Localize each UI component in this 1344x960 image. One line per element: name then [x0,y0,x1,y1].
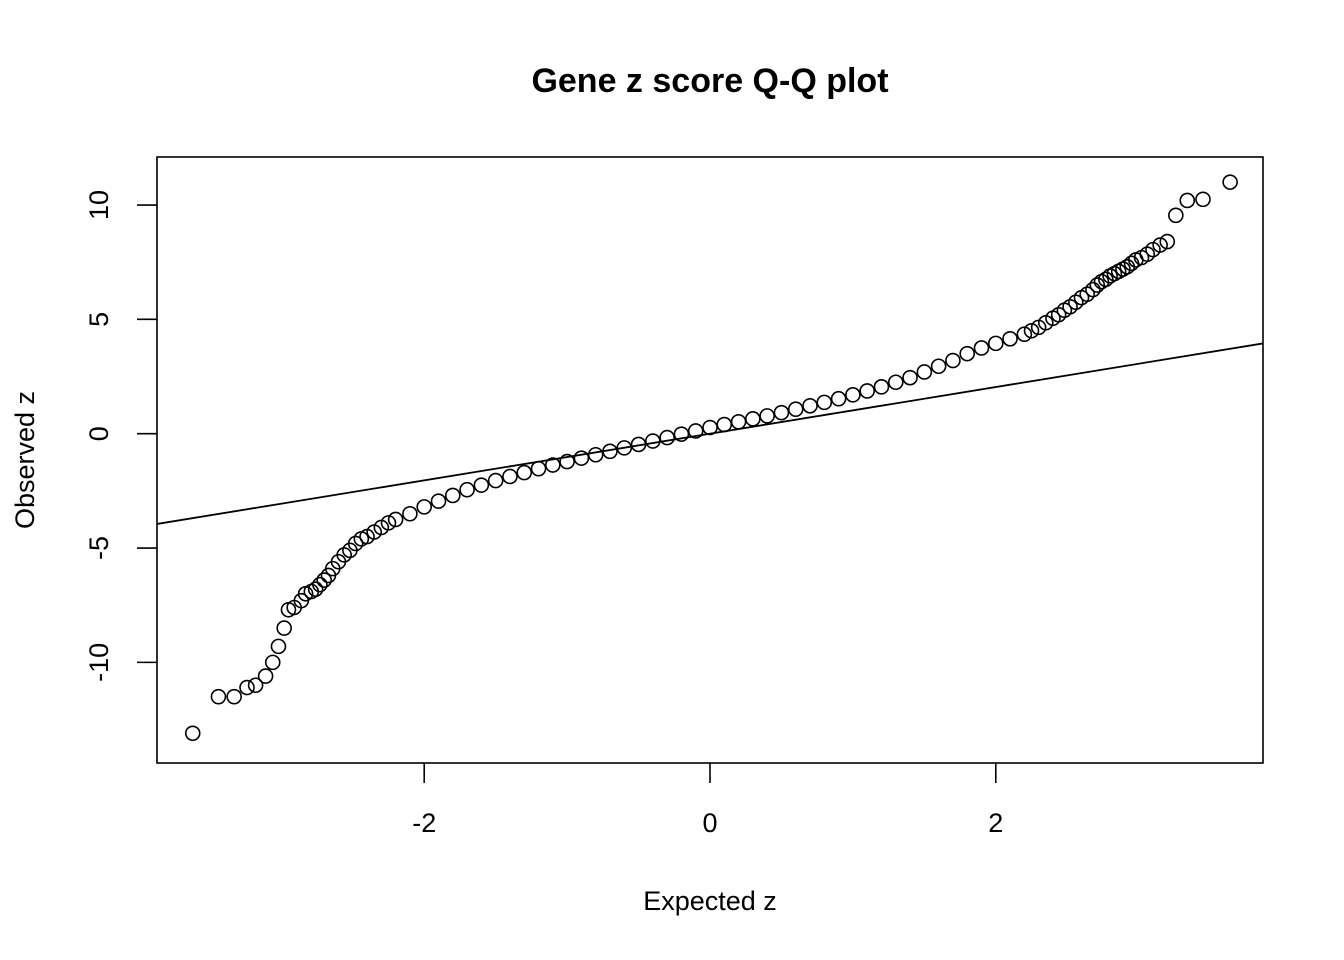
data-point [830,390,847,407]
data-point [559,453,575,470]
data-point [602,443,618,460]
data-point [516,464,533,481]
data-point [845,387,861,403]
data-point [307,581,324,598]
data-point [1222,174,1238,190]
data-point [959,345,976,362]
x-tick-label: -2 [412,808,436,838]
data-point [916,364,933,380]
data-point [1068,294,1084,311]
data-point [1139,246,1156,262]
y-tick-label: 0 [84,426,114,441]
data-point [347,535,364,552]
y-tick-label: 5 [84,312,114,327]
data-point [1168,207,1184,224]
data-point [270,638,287,655]
data-point [1089,277,1106,293]
data-point [973,340,990,356]
y-tick-label: 10 [84,190,114,220]
data-point [1179,192,1196,209]
data-point [645,433,661,449]
y-tick-label: -10 [84,643,114,682]
y-tick-label: -5 [84,536,114,560]
data-point [402,505,418,522]
data-point [416,499,433,515]
data-point [616,440,633,456]
data-point [773,404,790,421]
points-series [184,174,1238,742]
data-point [226,688,242,705]
y-axis-label: Observed z [10,391,40,529]
x-tick-label: 2 [988,808,1003,838]
data-point [1085,281,1101,298]
data-point [545,457,561,473]
plot-frame [156,156,1264,764]
data-point [1016,326,1033,343]
data-point [573,450,590,466]
data-point [1079,286,1096,303]
data-point [257,668,274,684]
data-point [673,426,690,442]
data-point [502,468,518,485]
data-point [716,416,733,433]
x-axis-label: Expected z [643,886,777,916]
data-point [873,379,890,395]
data-point [816,394,833,411]
data-point [802,398,818,414]
data-point [1152,237,1168,253]
x-tick-label: 0 [702,808,717,838]
data-point [473,477,490,493]
data-point [459,481,475,498]
data-point [530,460,547,477]
data-point [759,408,775,424]
data-point [745,411,761,427]
data-point [930,358,947,375]
data-point [1195,191,1211,208]
data-point [887,374,904,391]
data-point [859,383,875,399]
data-point [430,493,447,509]
x-axis: -2 0 2 [412,763,1003,838]
data-point [444,487,461,504]
data-point [1023,322,1040,339]
data-point [387,511,404,528]
data-point [702,419,718,436]
data-point [1098,271,1114,288]
data-point [730,414,747,430]
data-point [487,472,504,489]
plot-area [157,174,1263,742]
data-point [247,677,264,694]
data-point [1002,330,1018,347]
data-point [687,423,704,439]
data-point [336,547,352,563]
chart-title: Gene z score Q-Q plot [531,62,888,100]
data-point [1050,306,1067,323]
data-point [987,335,1004,352]
data-point [264,654,281,671]
data-point [316,572,332,588]
data-point [787,401,804,418]
data-point [184,725,201,742]
data-point [587,446,604,463]
data-point [1062,298,1078,315]
data-point [1159,233,1176,250]
data-point [276,620,292,636]
data-point [239,679,255,696]
y-axis: -10 -5 0 5 10 [84,190,157,682]
data-point [210,688,227,705]
reference-line [157,342,1263,525]
data-point [945,352,961,369]
data-point [380,515,397,531]
data-point [902,369,918,386]
data-point [312,576,328,593]
data-point [659,429,675,446]
data-point [630,436,647,453]
